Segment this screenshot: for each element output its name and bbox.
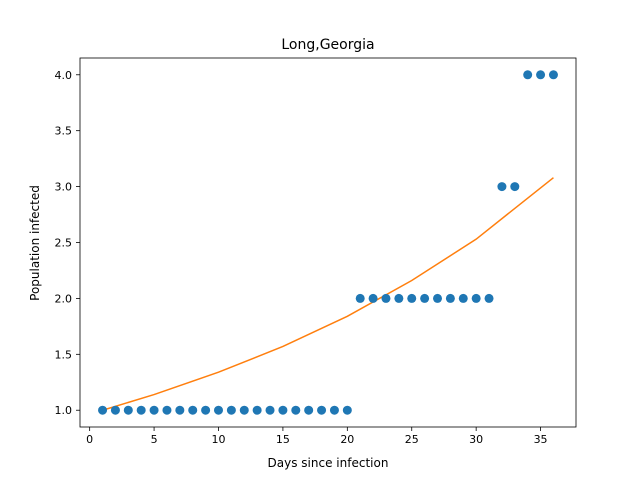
scatter-point bbox=[98, 405, 108, 415]
y-tick-label: 1.0 bbox=[55, 404, 73, 417]
scatter-point bbox=[381, 293, 391, 303]
scatter-point bbox=[433, 293, 443, 303]
plot-area bbox=[98, 70, 558, 415]
x-axis-label: Days since infection bbox=[268, 456, 389, 470]
scatter-point bbox=[368, 293, 378, 303]
y-tick-label: 2.5 bbox=[55, 237, 73, 250]
x-tick-label: 35 bbox=[534, 433, 548, 446]
scatter-point bbox=[265, 405, 275, 415]
scatter-point bbox=[162, 405, 172, 415]
scatter-point bbox=[252, 405, 262, 415]
y-tick-label: 4.0 bbox=[55, 69, 73, 82]
scatter-point bbox=[239, 405, 249, 415]
y-tick-label: 2.0 bbox=[55, 292, 73, 305]
scatter-point bbox=[458, 293, 468, 303]
x-tick-label: 20 bbox=[340, 433, 354, 446]
axes: 0 5 10 15 20 25 30 35 1.0 1.5 2.0 2.5 3.0 3.5 4.0 bbox=[55, 57, 577, 446]
scatter-point bbox=[201, 405, 211, 415]
x-tick-label: 10 bbox=[211, 433, 225, 446]
scatter-point bbox=[420, 293, 430, 303]
scatter-point bbox=[110, 405, 120, 415]
scatter-point bbox=[278, 405, 288, 415]
x-tick-label: 15 bbox=[276, 433, 290, 446]
scatter-point bbox=[548, 70, 558, 80]
scatter-point bbox=[445, 293, 455, 303]
chart-title: Long,Georgia bbox=[281, 37, 374, 53]
scatter-point bbox=[175, 405, 185, 415]
y-tick-label: 3.0 bbox=[55, 181, 73, 194]
fit-curve-line bbox=[102, 177, 554, 411]
scatter-point bbox=[484, 293, 494, 303]
x-tick-label: 25 bbox=[405, 433, 419, 446]
scatter-point bbox=[342, 405, 352, 415]
scatter-point bbox=[136, 405, 146, 415]
y-tick-label: 1.5 bbox=[55, 348, 73, 361]
scatter-point bbox=[523, 70, 533, 80]
scatter-point bbox=[355, 293, 365, 303]
x-tick-label: 5 bbox=[151, 433, 158, 446]
scatter-point bbox=[329, 405, 339, 415]
scatter-point bbox=[317, 405, 327, 415]
scatter-point bbox=[536, 70, 546, 80]
x-tick-label: 0 bbox=[86, 433, 93, 446]
scatter-point bbox=[291, 405, 301, 415]
scatter-point bbox=[510, 182, 520, 192]
y-tick-label: 3.5 bbox=[55, 125, 73, 138]
scatter-point bbox=[188, 405, 198, 415]
scatter-point bbox=[407, 293, 417, 303]
y-axis-label: Population infected bbox=[28, 185, 42, 301]
scatter-point bbox=[471, 293, 481, 303]
scatter-point bbox=[394, 293, 404, 303]
x-tick-label: 30 bbox=[469, 433, 483, 446]
scatter-point bbox=[123, 405, 133, 415]
scatter-point bbox=[213, 405, 223, 415]
scatter-point bbox=[149, 405, 159, 415]
scatter-point bbox=[226, 405, 236, 415]
scatter-point bbox=[497, 182, 507, 192]
scatter-point bbox=[304, 405, 314, 415]
